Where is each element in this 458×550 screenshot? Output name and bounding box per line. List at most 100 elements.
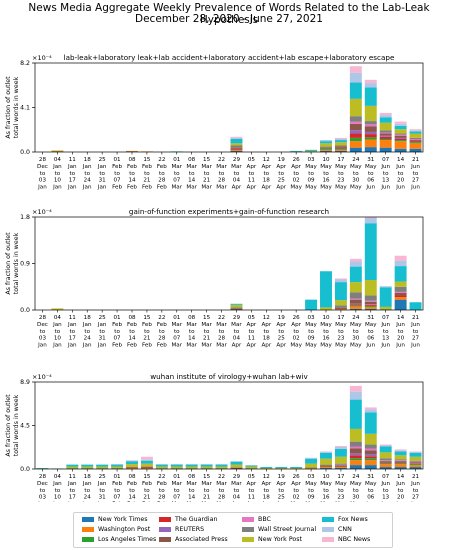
bar-segment [334,456,347,464]
bar-segment [305,299,318,310]
bar-segment [126,468,138,469]
bar-segment [320,468,332,469]
bar-segment [394,255,407,261]
bar-segment [364,223,377,281]
y-tick-label: 0.0 [20,307,30,314]
bar-segment [334,147,347,149]
legend-swatch [159,536,171,542]
bar-segment [349,306,362,309]
bar-segment [140,456,153,460]
legend-item: Fox News [322,516,368,524]
legend-item: BBC [242,516,271,524]
legend-swatch [82,526,94,532]
bar-segment [230,148,243,150]
bar-segment [409,142,422,144]
bar-segment [364,280,377,296]
bar-segment [409,452,422,457]
bar-segment [394,121,407,124]
y-tick-label: 0.0 [20,149,30,156]
bar-segment [379,467,392,469]
bar-segment [349,282,362,293]
bar-segment [334,307,347,309]
bar-segment [334,145,347,147]
bar-segment [215,464,228,467]
bar-segment [379,460,392,462]
bar-segment [305,458,318,464]
bar-segment [394,138,407,141]
bar-segment [230,149,243,151]
bar-segment [349,292,362,299]
bar-segment [290,150,303,152]
bar-segment [305,463,318,468]
bar-segment [394,129,407,134]
chart-title: News Media Aggregate Weekly Prevalence o… [28,2,430,26]
legend-label: CNN [338,526,352,533]
bar-segment [320,452,332,459]
bar-segment [349,465,362,469]
bar-segment [364,458,377,461]
legend-swatch [322,516,334,522]
bar-segment [349,308,362,310]
bar-segment [334,308,347,310]
bar-segment [379,460,392,461]
bar-segment [230,138,243,144]
bar-segment [409,131,422,134]
bar-segment [364,407,377,410]
bar-segment [111,464,124,467]
legend-item: Los Angeles Times [82,536,156,544]
bar-segment [364,79,377,84]
bar-segment [409,467,422,469]
legend-label: The Guardian [175,516,218,523]
bar-segment [394,137,407,139]
bar-segment [185,466,198,469]
bar-segment [200,464,213,465]
bar-segment [349,441,362,447]
bar-segment [334,148,347,150]
chart-panel-lab-leak: ×10⁻⁴ lab-leak+laboratory leak+lab accide… [5,53,424,191]
bar-segment [349,261,362,267]
axis-scale-label: ×10⁻⁴ [32,373,52,381]
bar-segment [364,301,377,305]
bar-segment [349,66,362,73]
bar-segment [305,149,318,151]
legend-label: Wall Street Journal [258,526,317,533]
bar-segment [394,286,407,292]
bar-segment [349,98,362,117]
bar-segment [140,460,153,464]
legend-swatch [159,516,171,522]
y-axis-label: As fraction of outlettotal words in week [5,232,20,295]
bar-segment [409,138,422,141]
bar-segment [230,147,243,149]
bar-segment [126,467,138,468]
bar-segment [320,458,332,465]
bar-segment [320,464,332,466]
bar-segment [364,306,377,309]
panel-title: gain-of-function experiments+gain-of-fun… [129,207,329,216]
y-tick-label: 8.9 [20,379,30,386]
bar-segment [320,451,332,453]
bar-segment [394,299,407,310]
